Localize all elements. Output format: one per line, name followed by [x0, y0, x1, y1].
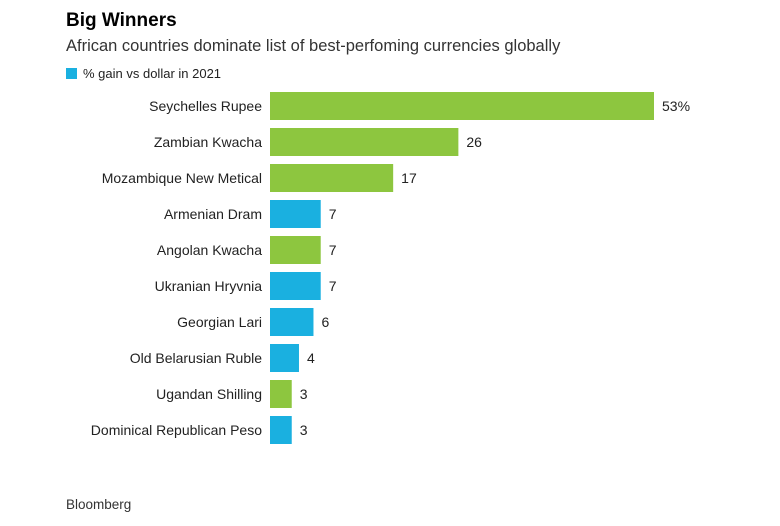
source-credit: Bloomberg [66, 497, 132, 512]
value-label: 53% [662, 98, 690, 114]
category-label: Georgian Lari [177, 314, 262, 330]
value-label: 7 [329, 278, 337, 294]
bar-ugandan-shilling [270, 380, 292, 408]
category-label: Armenian Dram [164, 206, 262, 222]
value-label: 6 [321, 314, 329, 330]
bar-old-belarusian-ruble [270, 344, 299, 372]
legend-label: % gain vs dollar in 2021 [83, 66, 222, 81]
chart-subtitle: African countries dominate list of best-… [66, 37, 561, 55]
category-label: Dominical Republican Peso [91, 422, 262, 438]
category-label: Zambian Kwacha [154, 134, 262, 150]
value-label: 3 [300, 422, 308, 438]
value-label: 26 [466, 134, 482, 150]
bar-seychelles-rupee [270, 92, 654, 120]
bar-ukranian-hryvnia [270, 272, 321, 300]
category-label: Mozambique New Metical [102, 170, 262, 186]
bar-angolan-kwacha [270, 236, 321, 264]
bar-mozambique-new-metical [270, 164, 394, 192]
category-label: Seychelles Rupee [149, 98, 262, 114]
value-label: 4 [307, 350, 315, 366]
bar-dominical-republican-peso [270, 416, 292, 444]
value-label: 3 [300, 386, 308, 402]
legend: % gain vs dollar in 2021 [66, 66, 221, 81]
value-label: 7 [329, 206, 337, 222]
category-label: Ugandan Shilling [156, 386, 262, 402]
bar-armenian-dram [270, 200, 321, 228]
bar-zambian-kwacha [270, 128, 459, 156]
value-label: 7 [329, 242, 337, 258]
category-label: Angolan Kwacha [157, 242, 262, 258]
legend-swatch [66, 68, 77, 79]
bar-georgian-lari [270, 308, 314, 336]
category-label: Ukranian Hryvnia [155, 278, 263, 294]
category-label: Old Belarusian Ruble [130, 350, 263, 366]
value-label: 17 [401, 170, 417, 186]
chart-title: Big Winners [66, 10, 177, 31]
